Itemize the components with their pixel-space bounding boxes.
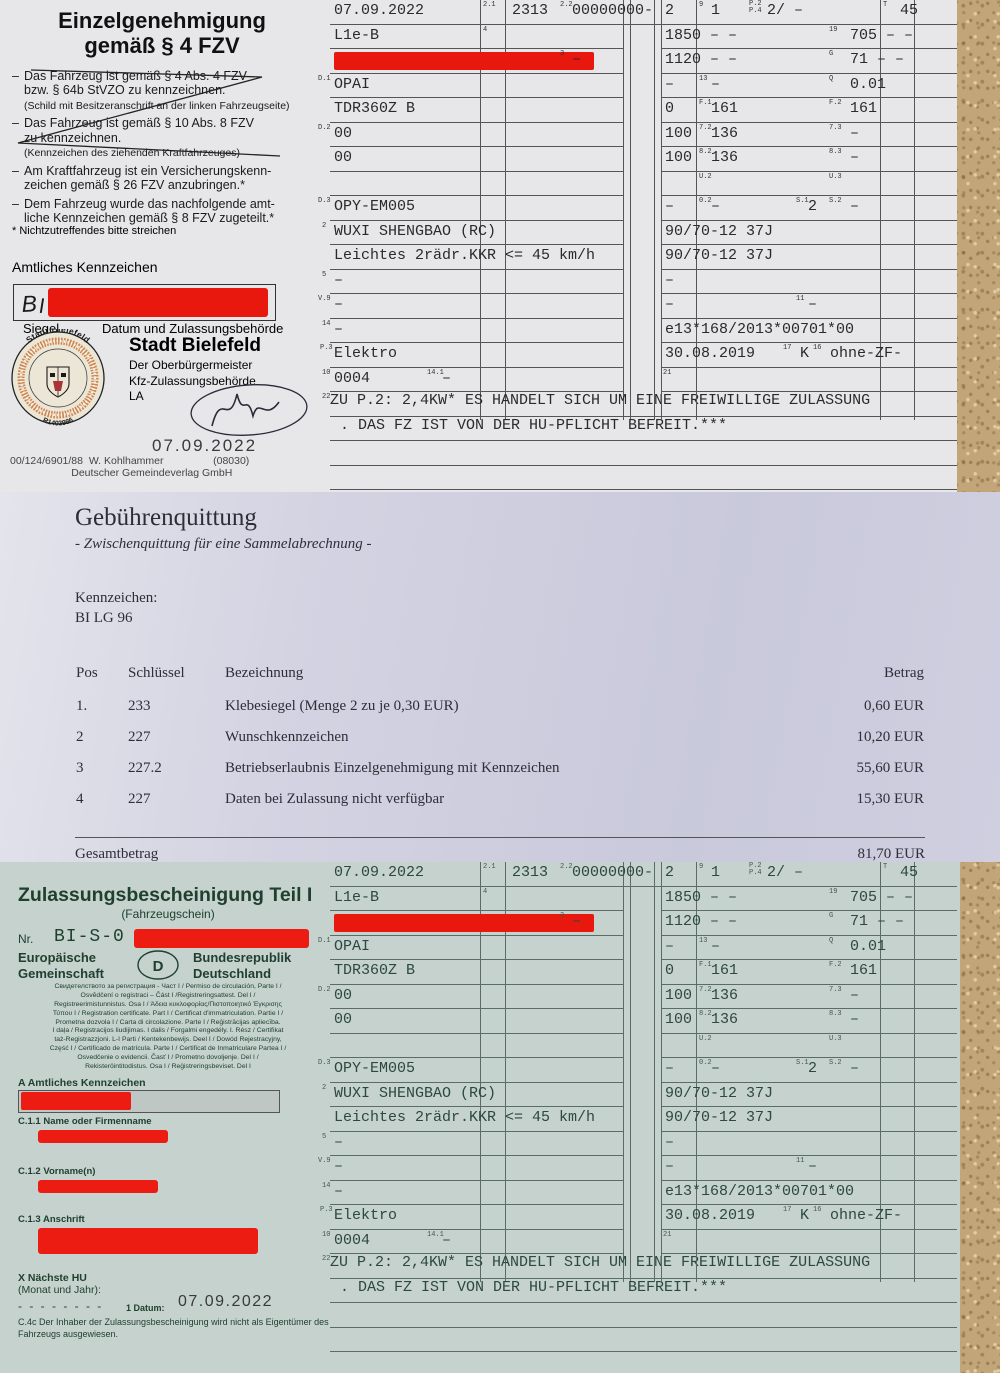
svg-text:B: B xyxy=(21,290,38,317)
svg-text:D: D xyxy=(153,958,164,975)
svg-text:I: I xyxy=(38,295,45,318)
